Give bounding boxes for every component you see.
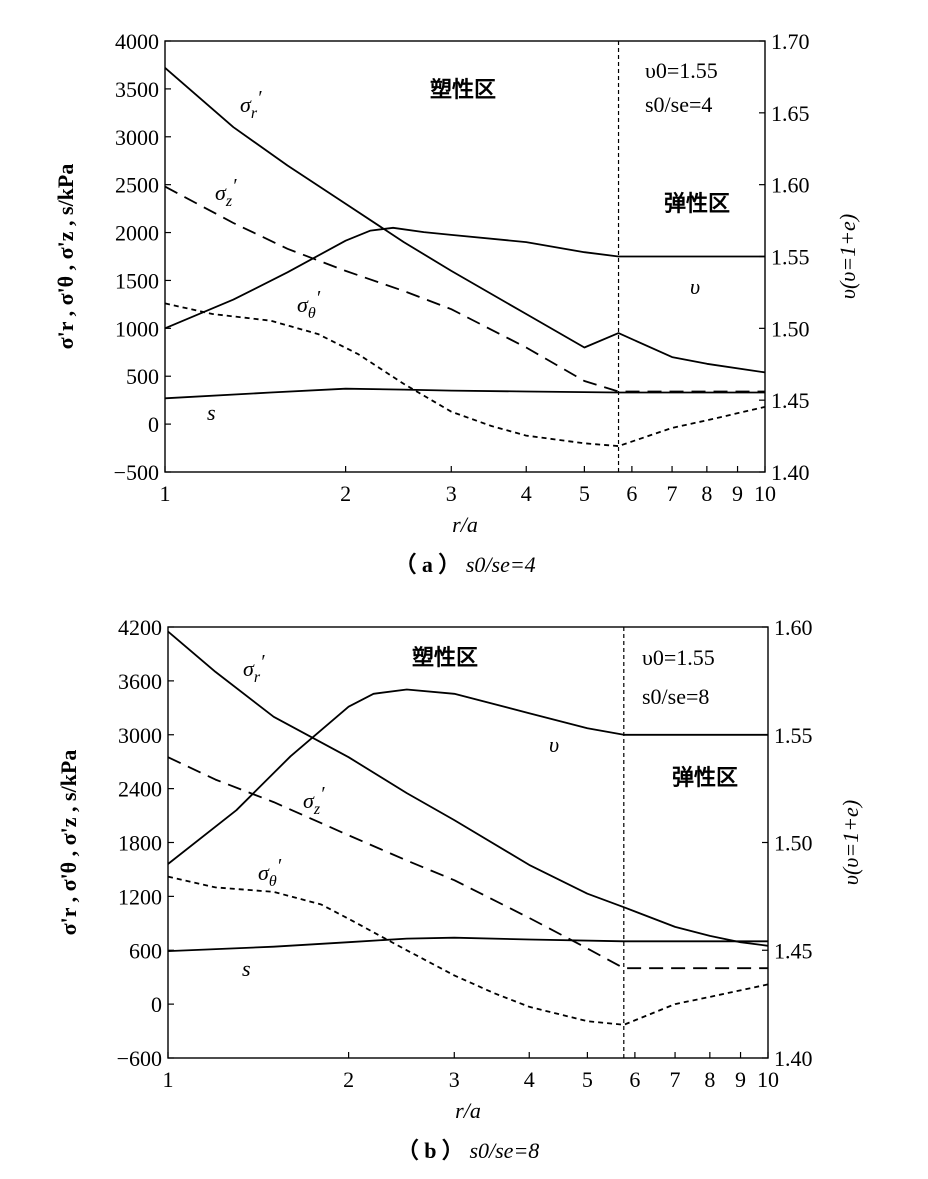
series-σ'r bbox=[164, 67, 766, 374]
series-σ'z bbox=[164, 185, 765, 393]
x-tick-label: 10 bbox=[757, 1067, 779, 1092]
y-right-tick-label: 1.60 bbox=[774, 615, 813, 640]
series-σ'θ bbox=[167, 875, 769, 1026]
x-tick-label: 6 bbox=[626, 481, 637, 506]
series-s bbox=[164, 387, 765, 400]
y-right-tick-label: 1.40 bbox=[771, 460, 810, 485]
y-left-tick-label: 0 bbox=[151, 992, 162, 1017]
y-left-tick-label: 1200 bbox=[118, 884, 162, 909]
label-sigma-r: σr′ bbox=[240, 87, 262, 122]
y-left-tick-label: −600 bbox=[117, 1046, 162, 1071]
y-left-tick-label: 1500 bbox=[115, 268, 159, 293]
label-s: s bbox=[207, 400, 216, 425]
caption: （ b ） s0/se=8 bbox=[397, 1138, 540, 1163]
label-sigma-z: σz′ bbox=[215, 175, 237, 210]
series-σ'r bbox=[167, 630, 769, 947]
y-left-tick-label: 3000 bbox=[118, 723, 162, 748]
y-left-tick-label: 2000 bbox=[115, 221, 159, 246]
x-tick-label: 9 bbox=[732, 481, 743, 506]
y-left-tick-label: 2500 bbox=[115, 173, 159, 198]
label-s: s bbox=[242, 956, 251, 981]
y-left-tick-label: 3500 bbox=[115, 77, 159, 102]
y-right-axis-label: υ(υ=1+e) bbox=[835, 214, 860, 299]
x-tick-label: 8 bbox=[704, 1067, 715, 1092]
x-axis-label: r/a bbox=[455, 1098, 481, 1123]
zone-elastic-label: 弹性区 bbox=[672, 766, 738, 791]
y-left-tick-label: 2400 bbox=[118, 777, 162, 802]
y-right-tick-label: 1.50 bbox=[774, 831, 813, 856]
y-left-axis-label: σ'r , σ'θ , σ'z , s/kPa bbox=[56, 750, 81, 936]
label-sigma-theta: σθ′ bbox=[297, 287, 321, 322]
y-right-tick-label: 1.40 bbox=[774, 1046, 813, 1071]
zone-plastic-label: 塑性区 bbox=[412, 646, 478, 671]
series-υ bbox=[167, 688, 768, 865]
y-right-axis-label: υ(υ=1+e) bbox=[838, 800, 863, 885]
x-tick-label: 5 bbox=[579, 481, 590, 506]
x-tick-label: 9 bbox=[735, 1067, 746, 1092]
y-left-tick-label: 4000 bbox=[115, 29, 159, 54]
y-right-tick-label: 1.50 bbox=[771, 316, 810, 341]
x-tick-label: 4 bbox=[521, 481, 532, 506]
y-right-tick-label: 1.55 bbox=[774, 723, 813, 748]
y-right-tick-label: 1.45 bbox=[771, 388, 810, 413]
x-tick-label: 2 bbox=[343, 1067, 354, 1092]
y-left-tick-label: 600 bbox=[129, 938, 162, 963]
x-tick-label: 6 bbox=[629, 1067, 640, 1092]
x-tick-label: 7 bbox=[670, 1067, 681, 1092]
note-v0: υ0=1.55 bbox=[642, 645, 715, 670]
label-v: υ bbox=[549, 732, 559, 757]
y-left-tick-label: −500 bbox=[114, 460, 159, 485]
x-tick-label: 8 bbox=[701, 481, 712, 506]
x-tick-label: 5 bbox=[582, 1067, 593, 1092]
x-tick-label: 1 bbox=[160, 481, 171, 506]
y-right-tick-label: 1.55 bbox=[771, 245, 810, 270]
y-right-tick-label: 1.45 bbox=[774, 938, 813, 963]
y-left-tick-label: 3000 bbox=[115, 125, 159, 150]
series-σ'z bbox=[167, 756, 768, 970]
label-sigma-r: σr′ bbox=[243, 651, 265, 686]
x-tick-label: 7 bbox=[667, 481, 678, 506]
caption: （ a ） s0/se=4 bbox=[394, 552, 535, 577]
y-left-axis-label: σ'r , σ'θ , σ'z , s/kPa bbox=[53, 164, 78, 350]
chart-a: 4000 3500 3000 2500 2000 1500 1000 500 0 −500 1.70… bbox=[53, 29, 860, 577]
y-left-tick-label: 4200 bbox=[118, 615, 162, 640]
x-axis-label: r/a bbox=[452, 512, 478, 537]
y-left-tick-label: 3600 bbox=[118, 669, 162, 694]
label-v: υ bbox=[690, 274, 700, 299]
y-left-tick-label: 1000 bbox=[115, 316, 159, 341]
x-tick-label: 2 bbox=[340, 481, 351, 506]
note-ratio: s0/se=4 bbox=[645, 92, 712, 117]
zone-elastic-label: 弹性区 bbox=[664, 192, 730, 217]
x-tick-label: 3 bbox=[449, 1067, 460, 1092]
label-sigma-theta: σθ′ bbox=[258, 855, 282, 890]
note-v0: υ0=1.55 bbox=[645, 58, 718, 83]
chart-b: 4200 3600 3000 2400 1800 1200 600 0 −600 1.60 1.55… bbox=[56, 615, 863, 1163]
note-ratio: s0/se=8 bbox=[642, 684, 709, 709]
y-right-tick-label: 1.65 bbox=[771, 101, 810, 126]
series-s bbox=[167, 936, 768, 952]
series-σ'θ bbox=[164, 302, 766, 448]
zone-plastic-label: 塑性区 bbox=[430, 78, 496, 103]
x-tick-label: 1 bbox=[163, 1067, 174, 1092]
series-υ bbox=[164, 226, 765, 330]
x-tick-label: 10 bbox=[754, 481, 776, 506]
x-tick-label: 4 bbox=[524, 1067, 535, 1092]
y-left-tick-label: 1800 bbox=[118, 831, 162, 856]
x-tick-label: 3 bbox=[446, 481, 457, 506]
y-right-tick-label: 1.70 bbox=[771, 29, 810, 54]
y-left-tick-label: 500 bbox=[126, 364, 159, 389]
y-right-tick-label: 1.60 bbox=[771, 173, 810, 198]
label-sigma-z: σz′ bbox=[303, 783, 325, 818]
y-left-tick-label: 0 bbox=[148, 412, 159, 437]
